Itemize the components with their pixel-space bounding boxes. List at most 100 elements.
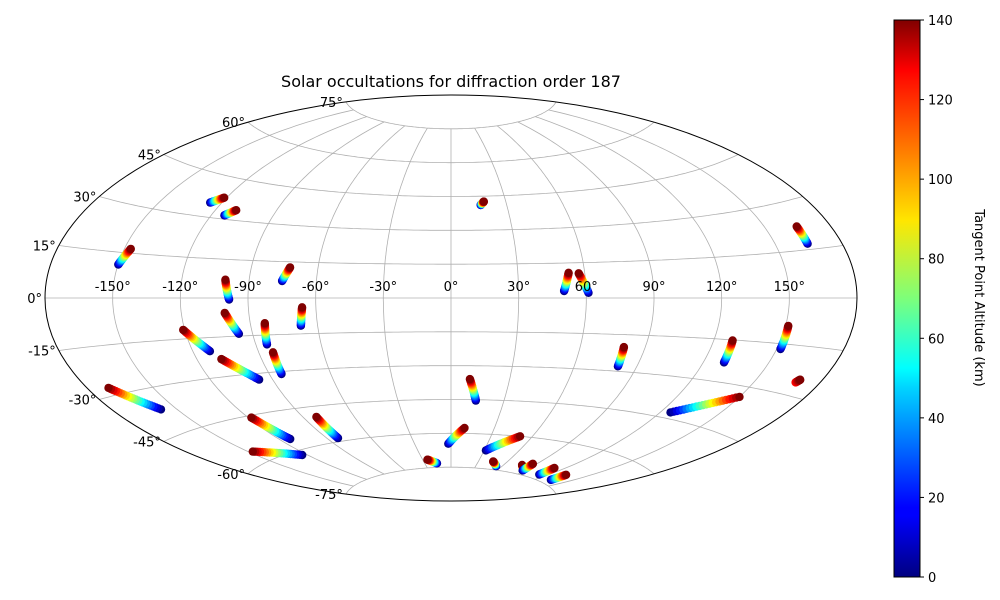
occultation-track: [277, 263, 295, 286]
latitude-tick-label: 45°: [138, 149, 161, 164]
data-point: [564, 268, 573, 277]
latitude-tick-label: 15°: [33, 240, 56, 255]
colorbar-tick-label: 40: [928, 412, 945, 427]
occultation-track: [260, 319, 272, 349]
data-point: [220, 308, 229, 318]
latitude-tick-label: -60°: [217, 468, 245, 483]
occultation-track: [220, 308, 244, 338]
data-point: [312, 412, 321, 422]
colorbar-label: Tangent Point Altitude (km): [971, 208, 986, 386]
data-point: [574, 269, 583, 278]
occultation-track: [220, 206, 241, 220]
longitude-tick-label: 60°: [575, 280, 598, 295]
occultation-track: [489, 457, 501, 471]
occultation-track: [465, 374, 480, 405]
occultation-track: [247, 413, 295, 444]
data-point: [232, 206, 241, 215]
colorbar-tick-label: 140: [928, 14, 953, 29]
latitude-tick-label: -15°: [28, 345, 56, 360]
occultation-track: [791, 375, 805, 387]
meridian-line: [247, 121, 385, 475]
data-point: [104, 383, 113, 393]
data-point: [784, 321, 793, 331]
occultation-track: [518, 459, 538, 475]
occultation-track: [481, 432, 525, 455]
colorbar-ticks: 0 20 40 60 80 100 120 140: [920, 14, 953, 586]
longitude-tick-label: -150°: [95, 280, 131, 295]
data-point: [550, 463, 559, 473]
latitude-tick-label: 30°: [73, 191, 96, 206]
occultation-track: [296, 303, 307, 330]
data-point: [479, 197, 488, 206]
occultation-track: [179, 325, 215, 356]
occultation-track: [792, 222, 812, 248]
data-point: [297, 303, 307, 312]
occultation-track: [114, 244, 135, 269]
occultation-tracks: [104, 193, 812, 485]
data-point: [796, 375, 805, 384]
data-point: [423, 455, 432, 464]
occultation-track: [268, 348, 286, 379]
data-point: [260, 319, 269, 328]
graticule: [44, 94, 858, 502]
data-point: [220, 193, 229, 202]
parallel-line: [345, 101, 557, 130]
latitude-tick-label: -30°: [69, 394, 97, 409]
map-boundary: [44, 94, 858, 502]
occultation-track: [776, 321, 793, 354]
data-point: [268, 348, 278, 357]
occultation-track: [666, 392, 744, 417]
data-point: [460, 423, 469, 433]
data-point: [515, 432, 525, 441]
meridian-line: [474, 127, 520, 469]
latitude-tick-label: 75°: [320, 96, 343, 111]
meridian-line: [548, 109, 790, 487]
occultation-track: [719, 336, 737, 367]
occultation-track: [423, 455, 442, 468]
longitude-tick-label: -30°: [369, 280, 397, 295]
longitude-tick-label: -60°: [302, 280, 330, 295]
meridian-line: [535, 116, 723, 480]
latitude-tick-label: 0°: [27, 292, 42, 307]
colorbar-tick-label: 60: [928, 332, 945, 347]
data-point: [465, 374, 475, 384]
occultation-track: [546, 470, 571, 485]
longitude-tick-label: 30°: [507, 280, 530, 295]
data-point: [561, 470, 571, 479]
latitude-tick-label: -75°: [315, 488, 343, 503]
data-point: [179, 325, 188, 335]
longitude-tick-label: -120°: [162, 280, 198, 295]
colorbar: 0 20 40 60 80 100 120 140 Tangent Point Altitud…: [893, 14, 986, 586]
occultation-track: [248, 447, 307, 460]
occultation-track: [104, 383, 166, 414]
longitude-tick-label: 0°: [444, 280, 459, 295]
occultation-track: [217, 354, 264, 384]
data-point: [792, 222, 801, 231]
occultation-track: [206, 193, 229, 207]
meridian-line: [517, 121, 655, 475]
occultation-track: [559, 268, 573, 296]
latitude-tick-label: 60°: [222, 116, 245, 131]
colorbar-tick-label: 20: [928, 491, 945, 506]
meridian-line: [315, 125, 406, 471]
data-point: [285, 263, 295, 272]
data-point: [619, 342, 629, 352]
meridian-line: [112, 109, 354, 487]
occultation-track: [221, 275, 234, 304]
data-point: [217, 354, 226, 364]
longitude-tick-label: 120°: [706, 280, 737, 295]
meridian-line: [382, 127, 428, 469]
data-point: [247, 413, 256, 422]
colorbar-tick-label: 120: [928, 94, 953, 109]
chart-title: Solar occultations for diffraction order…: [281, 72, 621, 91]
colorbar-tick-label: 0: [928, 571, 936, 586]
occultation-track: [476, 197, 488, 210]
latitude-tick-label: -45°: [133, 436, 161, 451]
data-point: [735, 392, 744, 402]
data-point: [221, 275, 230, 284]
longitude-tick-label: 90°: [642, 280, 665, 295]
occultation-track: [444, 423, 469, 448]
data-point: [248, 447, 257, 456]
data-point: [489, 457, 498, 466]
